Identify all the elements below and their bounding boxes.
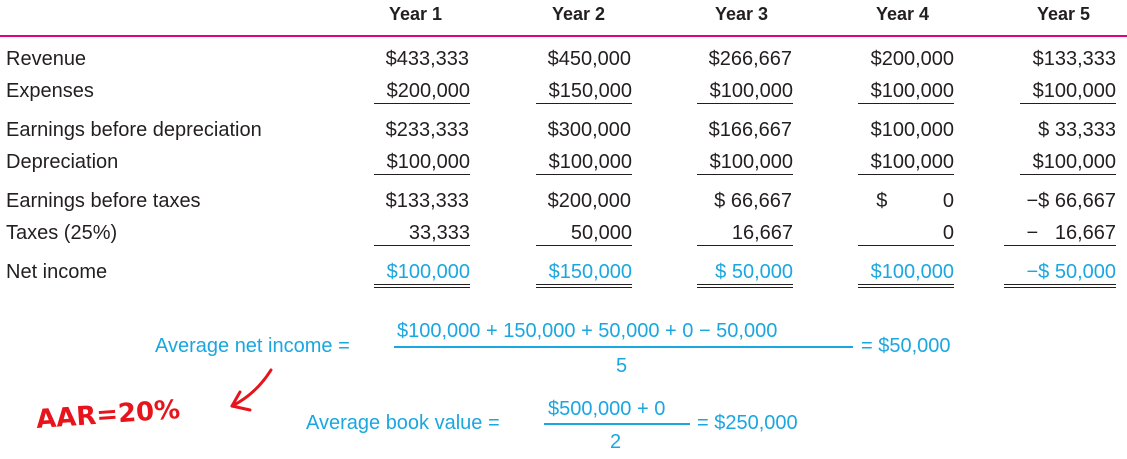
cell-ebt-y5: −$ 66,667 bbox=[1026, 190, 1116, 212]
cell-ebd-y5: $ 33,333 bbox=[1038, 119, 1116, 141]
cell-depreciation-y4: $100,000 bbox=[858, 151, 954, 175]
cell-net-income-y5: −$ 50,000 bbox=[1004, 261, 1116, 288]
header-year-1: Year 1 bbox=[389, 4, 443, 24]
cell-ebd-y1: $233,333 bbox=[385, 119, 469, 141]
avg-net-income-label: Average net income = bbox=[155, 335, 350, 357]
header-year-3: Year 3 bbox=[715, 4, 769, 24]
row-label-depreciation: Depreciation bbox=[6, 151, 119, 173]
cell-ebt-y3: $ 66,667 bbox=[714, 190, 792, 212]
row-label-ebt: Earnings before taxes bbox=[6, 190, 201, 212]
avg-book-value-fraction-line bbox=[544, 423, 690, 425]
cell-taxes-y5: − 16,667 bbox=[1004, 222, 1116, 246]
cell-depreciation-y5: $100,000 bbox=[1020, 151, 1116, 175]
handwritten-arrow-icon bbox=[230, 368, 273, 412]
cell-net-income-y1: $100,000 bbox=[374, 261, 470, 288]
avg-net-income-denominator: 5 bbox=[616, 355, 628, 377]
row-label-expenses: Expenses bbox=[6, 80, 94, 102]
cell-revenue-y2: $450,000 bbox=[547, 48, 631, 70]
cell-taxes-y3: 16,667 bbox=[697, 222, 793, 246]
cell-ebt-y2: $200,000 bbox=[547, 190, 631, 212]
cell-ebd-y2: $300,000 bbox=[547, 119, 631, 141]
cell-depreciation-y3: $100,000 bbox=[697, 151, 793, 175]
cell-net-income-y4: $100,000 bbox=[858, 261, 954, 288]
avg-book-value-numerator: $500,000 + 0 bbox=[548, 398, 666, 420]
cell-revenue-y1: $433,333 bbox=[385, 48, 469, 70]
cell-ebd-y3: $166,667 bbox=[708, 119, 792, 141]
cell-net-income-y2: $150,000 bbox=[536, 261, 632, 288]
cell-depreciation-y1: $100,000 bbox=[374, 151, 470, 175]
avg-book-value-denominator: 2 bbox=[610, 431, 622, 453]
avg-net-income-fraction-line bbox=[394, 346, 853, 348]
avg-book-value-result: = $250,000 bbox=[697, 412, 798, 434]
cell-taxes-y1: 33,333 bbox=[374, 222, 470, 246]
cell-revenue-y5: $133,333 bbox=[1032, 48, 1116, 70]
row-label-net-income: Net income bbox=[6, 261, 108, 283]
cell-ebt-y1: $133,333 bbox=[385, 190, 469, 212]
cell-expenses-y2: $150,000 bbox=[536, 80, 632, 104]
cell-expenses-y4: $100,000 bbox=[858, 80, 954, 104]
cell-taxes-y2: 50,000 bbox=[536, 222, 632, 246]
cell-revenue-y4: $200,000 bbox=[870, 48, 954, 70]
row-label-taxes: Taxes (25%) bbox=[6, 222, 118, 244]
cell-expenses-y3: $100,000 bbox=[697, 80, 793, 104]
cell-ebd-y4: $100,000 bbox=[870, 119, 954, 141]
cell-revenue-y3: $266,667 bbox=[708, 48, 792, 70]
cell-taxes-y4: 0 bbox=[858, 222, 954, 246]
header-year-5: Year 5 bbox=[1037, 4, 1091, 24]
header-year-4: Year 4 bbox=[876, 4, 930, 24]
avg-book-value-label: Average book value = bbox=[306, 412, 500, 434]
cell-expenses-y5: $100,000 bbox=[1020, 80, 1116, 104]
handwritten-aar-note: AAR=20% bbox=[35, 395, 182, 435]
cell-ebt-y4: $ 0 bbox=[876, 190, 954, 212]
header-rule bbox=[0, 35, 1127, 37]
avg-net-income-result: = $50,000 bbox=[861, 335, 951, 357]
row-label-revenue: Revenue bbox=[6, 48, 87, 70]
cell-expenses-y1: $200,000 bbox=[374, 80, 470, 104]
cell-net-income-y3: $ 50,000 bbox=[697, 261, 793, 288]
header-year-2: Year 2 bbox=[552, 4, 606, 24]
cell-depreciation-y2: $100,000 bbox=[536, 151, 632, 175]
avg-net-income-numerator: $100,000 + 150,000 + 50,000 + 0 − 50,000 bbox=[397, 320, 778, 342]
row-label-ebd: Earnings before depreciation bbox=[6, 119, 262, 141]
